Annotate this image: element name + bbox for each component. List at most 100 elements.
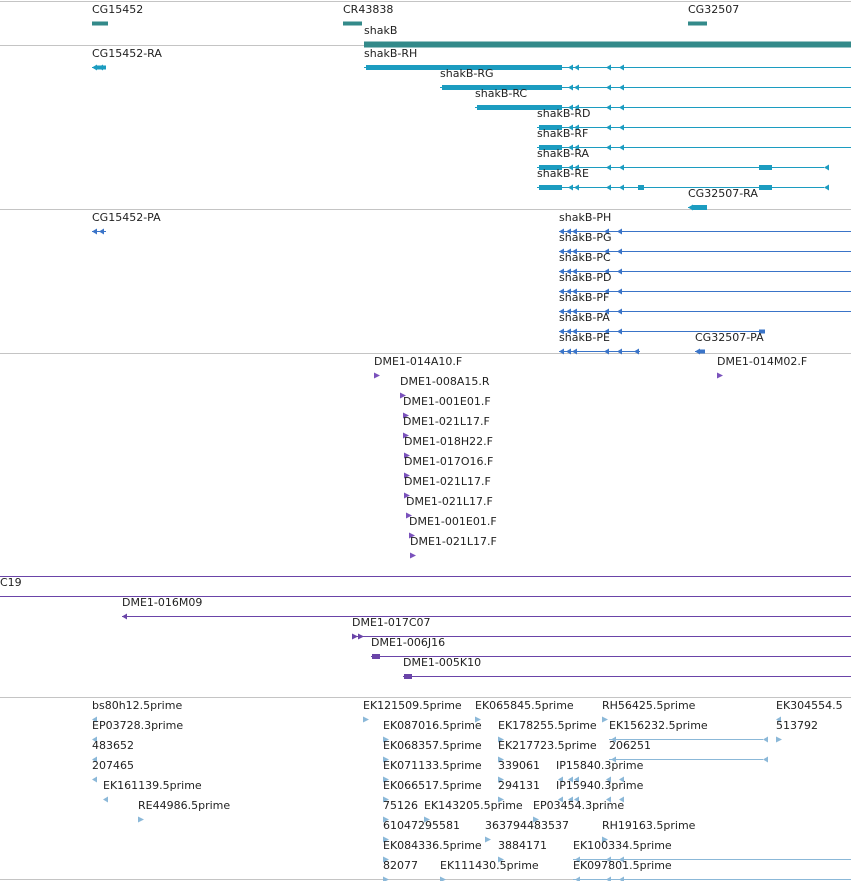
feature-transcript[interactable]: shakB-RC — [475, 87, 851, 111]
feature-read[interactable]: EK084336.5prime — [383, 839, 482, 863]
strand-arrow-left-icon — [559, 228, 564, 235]
feature-est[interactable]: DME1-001E01.F — [403, 395, 491, 419]
feature-transcript[interactable]: shakB-RD — [537, 107, 851, 131]
strand-arrow-left-icon — [604, 328, 609, 335]
feature-read[interactable]: EK217723.5prime — [498, 739, 597, 763]
feature-gene[interactable]: CG32507 — [688, 3, 739, 26]
strand-arrow-left-icon — [606, 64, 611, 71]
feature-read[interactable]: RE44986.5prime — [138, 799, 230, 823]
feature-est[interactable]: DME1-021L17.F — [404, 475, 491, 499]
strand-arrow-left-icon — [572, 228, 577, 235]
feature-cdna[interactable]: DME1-005K10 — [403, 656, 851, 679]
feature-cdna[interactable]: DME1-017C07 — [352, 616, 851, 640]
feature-read[interactable]: EK161139.5prime — [103, 779, 202, 803]
feature-protein[interactable]: CG32507-PA — [695, 331, 764, 355]
strand-arrow-left-icon — [604, 268, 609, 275]
feature-label: 61047295581 — [383, 819, 460, 832]
feature-est[interactable]: DME1-014A10.F — [374, 355, 462, 379]
strand-arrow-right-icon — [485, 836, 491, 843]
feature-protein[interactable]: shakB-PE — [559, 331, 640, 355]
feature-read[interactable]: EK111430.5prime — [440, 859, 539, 881]
feature-est[interactable]: DME1-008A15.R — [400, 375, 490, 399]
feature-read[interactable]: 363794483537 — [485, 819, 569, 843]
feature-label: IP15940.3prime — [556, 779, 644, 792]
strand-arrow-right-icon — [498, 856, 504, 863]
feature-label: CG15452 — [92, 3, 143, 16]
feature-est[interactable]: DME1-021L17.F — [410, 535, 497, 559]
feature-protein[interactable]: shakB-PA — [559, 311, 765, 335]
feature-label: shakB-PA — [559, 311, 610, 324]
feature-read[interactable]: EK065845.5prime — [475, 699, 574, 723]
feature-read[interactable]: EK156232.5prime — [609, 719, 768, 743]
feature-read[interactable]: EK178255.5prime — [498, 719, 597, 743]
feature-label: EK161139.5prime — [103, 779, 202, 792]
feature-read[interactable]: IP15840.3prime — [556, 759, 644, 783]
feature-read[interactable]: EK066517.5prime — [383, 779, 482, 803]
feature-read[interactable]: bs80h12.5prime — [92, 699, 182, 723]
strand-arrow-left-icon — [606, 104, 611, 111]
feature-cdna[interactable]: C19 — [0, 576, 851, 597]
feature-read[interactable]: IP15940.3prime — [556, 779, 644, 803]
strand-arrow-right-icon — [717, 372, 723, 379]
feature-read[interactable]: EK100334.5prime — [573, 839, 851, 863]
feature-read[interactable]: 206251 — [609, 739, 768, 763]
feature-transcript[interactable]: CG15452-RA — [92, 47, 162, 71]
feature-read[interactable]: RH56425.5prime — [602, 699, 696, 723]
feature-gene[interactable]: CR43838 — [343, 3, 393, 26]
feature-cdna[interactable]: DME1-006J16 — [371, 636, 851, 659]
feature-read[interactable]: EK071133.5prime — [383, 759, 482, 783]
feature-est[interactable]: DME1-014M02.F — [717, 355, 807, 379]
feature-read[interactable]: EK068357.5prime — [383, 739, 482, 763]
feature-read[interactable]: 61047295581 — [383, 819, 460, 843]
feature-label: DME1-014M02.F — [717, 355, 807, 368]
feature-transcript[interactable]: shakB-RA — [537, 147, 829, 171]
strand-arrow-left-icon — [574, 776, 579, 783]
feature-read[interactable]: EP03728.3prime — [92, 719, 183, 743]
feature-read[interactable]: RH19163.5prime — [602, 819, 696, 843]
feature-label: DME1-016M09 — [122, 596, 202, 609]
feature-protein[interactable]: CG15452-PA — [92, 211, 161, 235]
feature-est[interactable]: DME1-018H22.F — [404, 435, 493, 459]
strand-arrow-left-icon — [634, 348, 639, 355]
feature-est[interactable]: DME1-001E01.F — [409, 515, 497, 539]
feature-read[interactable]: EK304554.5 — [776, 699, 843, 723]
feature-transcript[interactable]: shakB-RH — [364, 47, 851, 71]
feature-read[interactable]: 75126 — [383, 799, 418, 823]
feature-protein[interactable]: shakB-PC — [559, 251, 851, 275]
feature-protein[interactable]: shakB-PF — [559, 291, 851, 315]
feature-gene[interactable]: shakB — [364, 24, 851, 48]
strand-arrow-right-icon — [374, 372, 380, 379]
strand-arrow-left-icon — [619, 124, 624, 131]
feature-read[interactable]: 483652 — [92, 739, 134, 763]
feature-read[interactable]: 3884171 — [498, 839, 547, 863]
feature-est[interactable]: DME1-021L17.F — [406, 495, 493, 519]
feature-label: shakB-RF — [537, 127, 588, 140]
feature-read[interactable]: 339061 — [498, 759, 540, 783]
strand-arrow-left-icon — [617, 308, 622, 315]
feature-read[interactable]: 294131 — [498, 779, 540, 803]
feature-read[interactable]: 513792 — [776, 719, 818, 743]
feature-read[interactable]: EK087016.5prime — [383, 719, 482, 743]
feature-protein[interactable]: shakB-PH — [559, 211, 851, 235]
feature-read[interactable]: EK097801.5prime — [573, 859, 851, 881]
feature-read[interactable]: EP03454.3prime — [533, 799, 624, 823]
feature-transcript[interactable]: shakB-RF — [537, 127, 851, 151]
strand-arrow-left-icon — [611, 756, 616, 763]
feature-est[interactable]: DME1-021L17.F — [403, 415, 490, 439]
feature-read[interactable]: EK121509.5prime — [363, 699, 462, 723]
feature-gene[interactable]: CG15452 — [92, 3, 143, 26]
feature-transcript[interactable]: shakB-RG — [440, 67, 851, 91]
feature-read[interactable]: EK143205.5prime — [424, 799, 523, 823]
feature-exon-block — [343, 21, 362, 26]
feature-protein[interactable]: shakB-PG — [559, 231, 851, 255]
feature-est[interactable]: DME1-017O16.F — [404, 455, 493, 479]
feature-transcript[interactable]: CG32507-RA — [688, 187, 758, 211]
feature-cdna[interactable]: DME1-016M09 — [122, 596, 851, 620]
feature-protein[interactable]: shakB-PD — [559, 271, 851, 295]
strand-arrow-left-icon — [611, 736, 616, 743]
feature-read[interactable]: 82077 — [383, 859, 418, 881]
feature-read[interactable]: 207465 — [92, 759, 134, 783]
feature-exon-block — [366, 65, 562, 70]
feature-label: EP03454.3prime — [533, 799, 624, 812]
feature-transcript[interactable]: shakB-RE — [537, 167, 829, 191]
